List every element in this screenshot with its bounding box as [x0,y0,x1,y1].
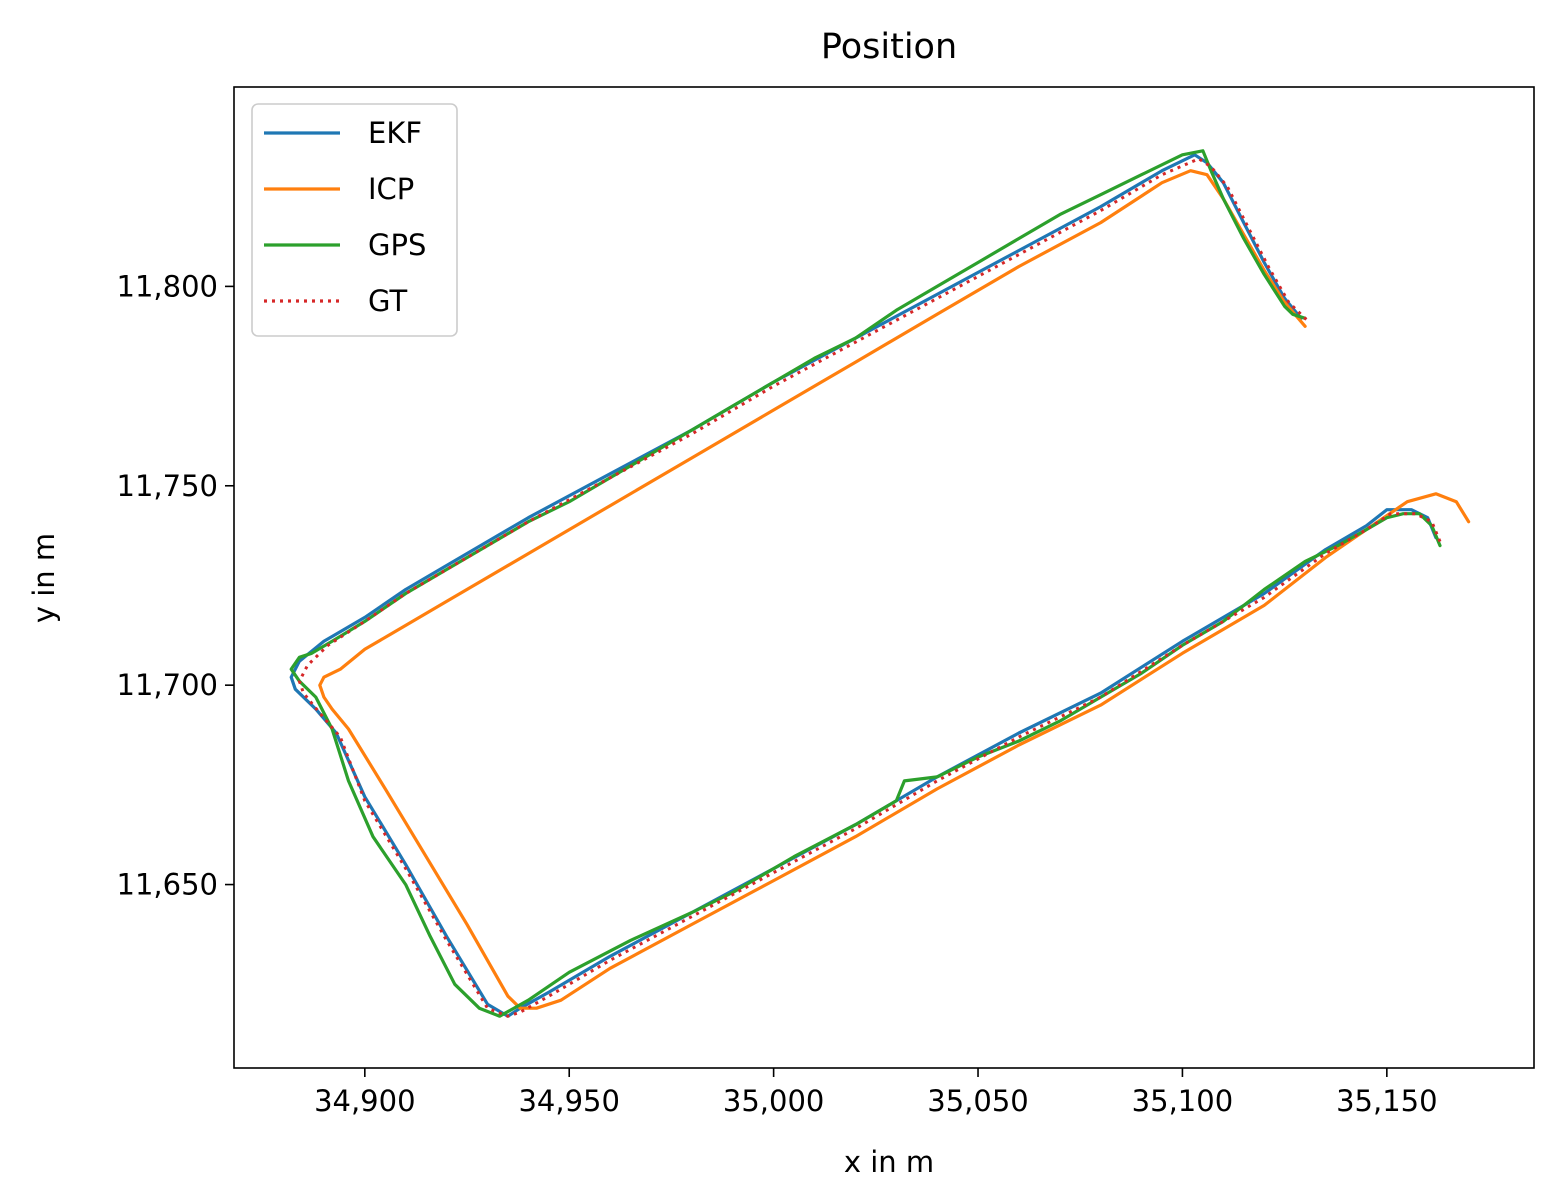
y-axis-ticks: 11,650 11,700 11,750 11,800 [117,269,234,902]
y-tick-label: 11,700 [117,668,218,702]
x-tick-label: 35,000 [723,1084,824,1118]
x-tick-label: 34,950 [518,1084,619,1118]
legend-label-ekf: EKF [368,116,422,150]
series-line-icp [318,169,1471,1010]
x-tick-label: 35,100 [1132,1084,1233,1118]
x-tick-label: 35,050 [927,1084,1028,1118]
chart-title: Position [821,27,957,67]
y-tick-label: 11,750 [117,469,218,503]
legend-label-gps: GPS [368,228,426,262]
legend-label-icp: ICP [368,172,414,206]
legend-label-gt: GT [368,284,407,318]
x-axis-label: x in m [844,1145,934,1179]
y-axis-label: y in m [27,533,61,623]
x-tick-label: 34,900 [314,1084,415,1118]
plot-frame [233,86,1535,1069]
y-tick-label: 11,650 [117,868,218,902]
legend-frame [251,103,458,337]
x-axis-ticks: 34,900 34,950 35,000 35,050 35,100 35,150 [314,1068,1438,1118]
legend: EKF ICP GPS GT [251,103,458,337]
series-layer [289,149,1471,1018]
x-tick-label: 35,150 [1336,1084,1437,1118]
y-tick-label: 11,800 [117,269,218,303]
